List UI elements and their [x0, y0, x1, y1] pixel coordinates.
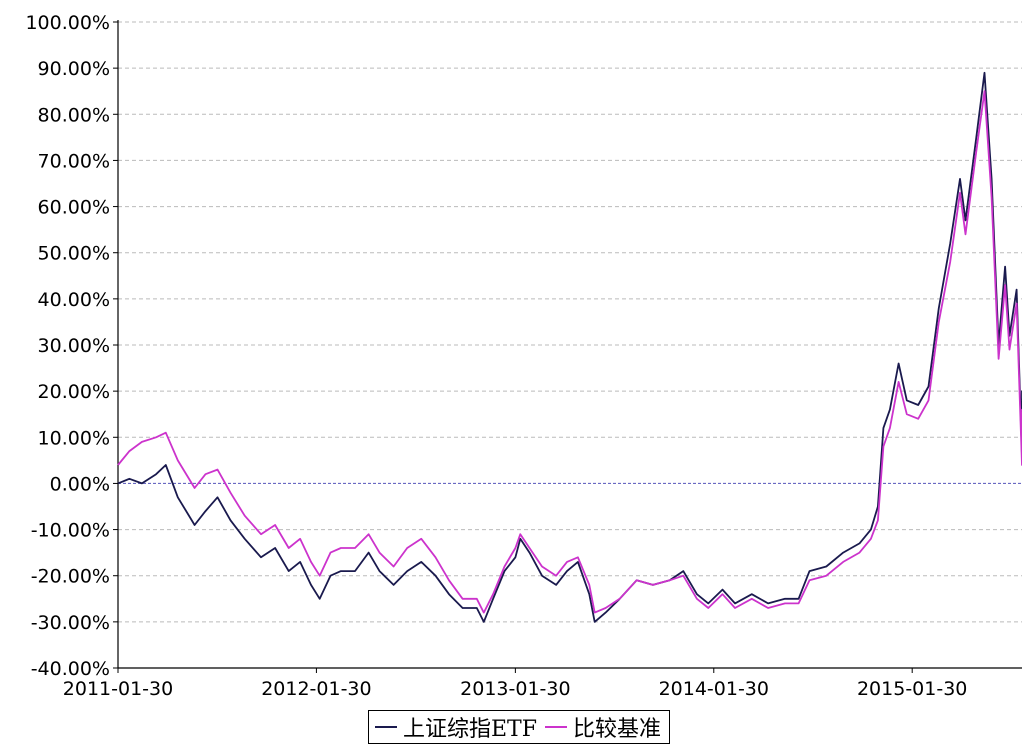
- y-tick-label: -20.00%: [31, 566, 110, 588]
- y-tick-label: 40.00%: [38, 289, 110, 311]
- axes: [113, 20, 1022, 673]
- legend-item-benchmark: 比较基准: [545, 711, 661, 743]
- series-line-benchmark: [117, 90, 1022, 614]
- x-tick-label: 2015-01-30: [857, 678, 967, 700]
- y-tick-label: 10.00%: [38, 427, 110, 449]
- x-tick-label: 2014-01-30: [659, 678, 769, 700]
- y-tick-label: 30.00%: [38, 335, 110, 357]
- legend-swatch-benchmark: [545, 726, 567, 728]
- y-tick-label: 60.00%: [38, 197, 110, 219]
- x-tick-labels: 2011-01-30 2012-01-30 2013-01-30 2014-01-30…: [63, 678, 968, 700]
- legend-swatch-etf: [375, 726, 397, 728]
- x-tick-label: 2012-01-30: [261, 678, 371, 700]
- y-tick-label: 70.00%: [38, 150, 110, 172]
- series-lines: [117, 71, 1022, 623]
- series-line-etf: [117, 71, 1022, 623]
- legend-label-etf: 上证综指ETF: [403, 717, 537, 742]
- y-tick-label: 50.00%: [38, 243, 110, 265]
- y-tick-label: 20.00%: [38, 381, 110, 403]
- y-tick-label: -10.00%: [31, 520, 110, 542]
- y-tick-label: -40.00%: [31, 658, 110, 680]
- gridlines: [118, 21, 1022, 623]
- y-tick-label: 100.00%: [25, 12, 110, 34]
- legend-label-benchmark: 比较基准: [573, 717, 662, 742]
- y-tick-labels: 100.00% 90.00% 80.00% 70.00% 60.00% 50.00% 40.…: [25, 12, 110, 680]
- y-tick-label: 0.00%: [50, 473, 110, 495]
- x-tick-label: 2011-01-30: [63, 678, 173, 700]
- y-tick-label: 80.00%: [38, 104, 110, 126]
- y-tick-label: 90.00%: [38, 58, 110, 80]
- legend: 上证综指ETF 比较基准: [368, 710, 671, 744]
- legend-item-etf: 上证综指ETF: [375, 711, 537, 743]
- x-tick-label: 2013-01-30: [460, 678, 570, 700]
- y-tick-label: -30.00%: [31, 612, 110, 634]
